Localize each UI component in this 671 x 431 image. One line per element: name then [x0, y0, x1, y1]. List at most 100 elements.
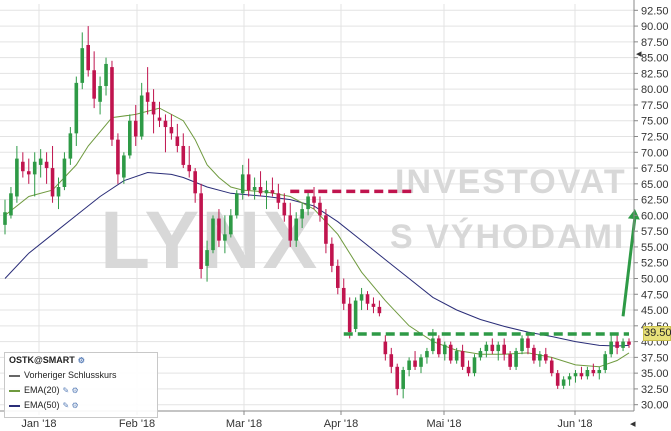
candle-body	[312, 196, 316, 203]
candle-body	[359, 294, 364, 301]
target-arrow-shaft	[621, 216, 637, 317]
candle-body	[44, 161, 49, 169]
legend-swatch-ema20	[9, 389, 20, 392]
candle-body	[223, 234, 227, 241]
legend-title: OSTK@SMART ⚙	[5, 353, 157, 368]
legend-label: EMA(20)	[24, 385, 60, 395]
x-tick-label: Apr '18	[324, 418, 359, 430]
candle-body	[609, 341, 613, 355]
candle-body	[514, 351, 518, 367]
candle-body	[246, 174, 251, 191]
y-tick-label: 92.50	[641, 5, 669, 17]
candle-body	[151, 101, 156, 115]
candle-body	[591, 369, 596, 374]
candle-body	[395, 366, 400, 389]
candle-body	[276, 193, 281, 203]
candle-body	[627, 341, 631, 345]
candle-body	[318, 202, 322, 216]
candle-body	[466, 366, 471, 374]
candle-body	[240, 174, 245, 194]
candle-body	[86, 45, 90, 71]
candle-body	[365, 294, 370, 304]
candle-body	[615, 341, 619, 348]
candle-body	[597, 369, 602, 374]
candle-body	[26, 171, 31, 175]
candle-body	[407, 360, 411, 370]
y-tick-label: 47.50	[641, 289, 669, 301]
candle-body	[413, 360, 417, 367]
candle-body	[383, 341, 388, 355]
y-tick-label: 80.00	[641, 84, 669, 96]
legend-label: Vorheriger Schlusskurs	[24, 370, 117, 380]
candle-body	[324, 215, 328, 244]
candle-body	[116, 139, 120, 175]
y-tick-label: 37.50	[641, 352, 669, 364]
candle-body	[98, 86, 102, 102]
candle-body	[258, 186, 263, 194]
candle-body	[3, 212, 7, 225]
candle-body	[252, 186, 257, 191]
candle-body	[579, 373, 584, 377]
y-tick-label: 45.00	[641, 305, 669, 317]
y-tick-label: 70.00	[641, 147, 669, 159]
candle-body	[133, 120, 138, 137]
gear-icon[interactable]: ⚙	[77, 356, 85, 365]
legend-item-ema50: EMA(50) ✎ ⚙	[5, 398, 157, 413]
x-axis: Jan '18 Feb '18 Mar '18 Apr '18 Mai '18 Jun '…	[0, 410, 636, 430]
candle-body	[549, 360, 554, 374]
candle-body	[62, 158, 67, 187]
candle-body	[74, 82, 79, 134]
candle-body	[193, 171, 197, 194]
candle-body	[157, 117, 162, 121]
y-tick-label: 87.50	[641, 37, 669, 49]
candle-body	[484, 344, 489, 352]
candle-body	[561, 379, 566, 386]
candle-body	[145, 92, 150, 102]
candle-body	[353, 300, 358, 329]
x-tick-label: Jun '18	[557, 418, 592, 430]
y-tick-label: 55.00	[641, 242, 669, 254]
legend-swatch-dashed	[9, 374, 20, 377]
candle-body	[122, 155, 126, 178]
candle-body	[508, 354, 512, 367]
candle-body	[502, 344, 506, 355]
y-tick-label: 77.50	[641, 100, 669, 112]
candle-body	[38, 158, 43, 165]
y-tick-label: 60.00	[641, 210, 669, 222]
candle-body	[294, 218, 298, 241]
candle-body	[330, 243, 334, 266]
candle-body	[425, 351, 429, 358]
settings-icon[interactable]: ✎ ⚙	[62, 386, 79, 395]
watermark: LYNX INVESTOVAT S VÝHODAMI	[100, 163, 627, 286]
candle-body	[478, 351, 483, 358]
y-tick-label: 35.00	[641, 368, 669, 380]
candle-body	[306, 196, 310, 210]
candle-body	[211, 218, 215, 251]
y-tick-label: 90.00	[641, 21, 669, 33]
y-tick-label: 52.50	[641, 258, 669, 270]
candle-body	[448, 344, 453, 361]
legend-item-previous-close: Vorheriger Schlusskurs	[5, 368, 157, 383]
candle-body	[282, 202, 287, 216]
candle-body	[163, 120, 168, 128]
candle-body	[15, 158, 19, 197]
legend-label: EMA(50)	[24, 400, 60, 410]
candle-body	[490, 344, 495, 352]
y-tick-label: 82.50	[641, 68, 669, 80]
candle-body	[229, 215, 233, 235]
candle-body	[336, 265, 340, 288]
candle-body	[234, 193, 239, 216]
y-tick-label: 67.50	[641, 163, 669, 175]
candles	[3, 26, 631, 399]
candle-body	[187, 164, 192, 172]
scroll-icon: ◂	[630, 418, 636, 430]
legend: OSTK@SMART ⚙ Vorheriger Schlusskurs EMA(…	[4, 352, 158, 418]
candle-body	[50, 168, 55, 197]
candle-body	[460, 351, 465, 367]
watermark-line-1: INVESTOVAT	[395, 163, 627, 201]
last-price-badge: 39.50	[643, 326, 671, 341]
candle-body	[139, 95, 144, 137]
legend-item-ema20: EMA(20) ✎ ⚙	[5, 383, 157, 398]
settings-icon[interactable]: ✎ ⚙	[62, 401, 79, 410]
y-tick-label: 62.50	[641, 195, 669, 207]
